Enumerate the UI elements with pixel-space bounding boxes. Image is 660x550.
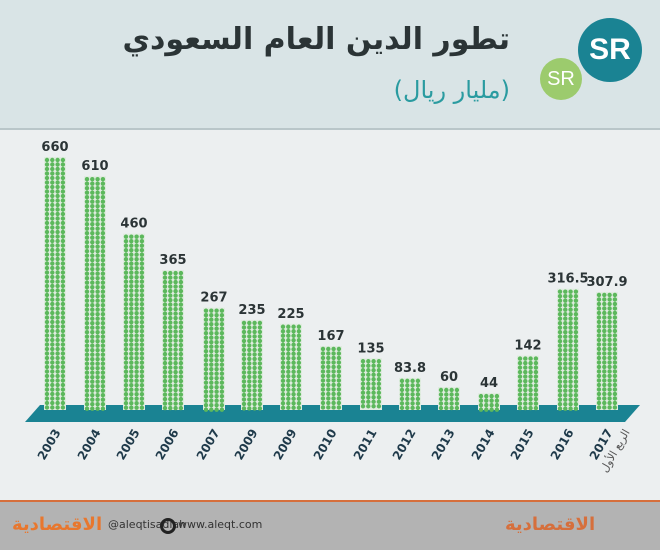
bar-2004	[84, 176, 106, 411]
chart-subtitle: (مليار ريال)	[393, 76, 510, 104]
x-tick-label: 2003	[35, 427, 64, 463]
data-label: 307.9	[586, 275, 627, 290]
chart-title: تطور الدين العام السعودي	[122, 22, 510, 57]
x-tick-label: 2011	[351, 427, 380, 463]
bar	[203, 307, 225, 410]
bar	[241, 319, 263, 410]
x-tick-label: 2010	[311, 427, 340, 463]
globe-icon	[160, 518, 176, 534]
bar-2006	[162, 270, 184, 411]
x-tick-label: 2009	[232, 427, 261, 463]
bar	[44, 157, 66, 410]
data-label: 316.5	[547, 272, 588, 287]
x-tick-label: 2007	[194, 427, 223, 463]
bar	[478, 393, 500, 410]
bar-2015	[517, 355, 539, 411]
bar	[320, 345, 342, 410]
sr-logo-large: SR	[578, 18, 642, 82]
data-label: 44	[480, 376, 498, 391]
data-label: 660	[41, 140, 68, 155]
data-label: 225	[277, 307, 304, 322]
bar-2009	[241, 319, 263, 411]
brand-logo: الاقتصادية	[12, 514, 103, 535]
website-link[interactable]: www.aleqt.com	[178, 518, 263, 531]
bar	[280, 323, 302, 410]
data-label: 142	[514, 339, 541, 354]
bar	[557, 288, 579, 410]
bar	[360, 358, 382, 410]
data-label: 167	[317, 329, 344, 344]
header: تطور الدين العام السعودي (مليار ريال) SR…	[0, 0, 660, 130]
x-tick-label: 2004	[75, 427, 104, 463]
bar	[123, 233, 145, 410]
bar-2013	[438, 387, 460, 411]
footer: الاقتصادية @aleqtisadiah www.aleqt.com ا…	[0, 500, 660, 550]
bar-2012	[399, 377, 421, 411]
x-tick-label: 2014	[469, 427, 498, 463]
bar	[84, 176, 106, 410]
data-label: 60	[440, 370, 458, 385]
data-label: 365	[159, 253, 186, 268]
footer-brand: الاقتصادية	[505, 514, 596, 535]
bar-2017	[596, 291, 618, 410]
data-label: 83.8	[394, 361, 426, 376]
bar	[438, 387, 460, 410]
x-tick-label: 2012	[390, 427, 419, 463]
bar-2011	[360, 358, 382, 410]
data-label: 267	[200, 291, 227, 306]
bar-2007	[203, 307, 225, 412]
x-tick-label: 2009	[271, 427, 300, 463]
bar-2003	[44, 157, 66, 410]
sr-logo-small: SR	[540, 58, 582, 100]
bar-2005	[123, 233, 145, 410]
data-label: 460	[120, 217, 147, 232]
data-label: 235	[238, 303, 265, 318]
bar	[399, 377, 421, 410]
data-label: 135	[357, 341, 384, 356]
bar-2009	[280, 323, 302, 410]
x-tick-label: 2013	[429, 427, 458, 463]
x-tick-label: 2006	[153, 427, 182, 463]
bar	[162, 270, 184, 410]
x-tick-label: 2016	[548, 427, 577, 463]
bar-2014	[478, 393, 500, 412]
x-tick-label: 2015	[508, 427, 537, 463]
bar	[596, 291, 618, 410]
bar-2010	[320, 345, 342, 410]
bar-chart: 660 2003 610 2004 460 2005 365 2006 267 2007 235 20…	[25, 140, 640, 475]
x-tick-label: 2005	[114, 427, 143, 463]
bar	[517, 355, 539, 410]
bar-2016	[557, 288, 579, 411]
data-label: 610	[81, 159, 108, 174]
